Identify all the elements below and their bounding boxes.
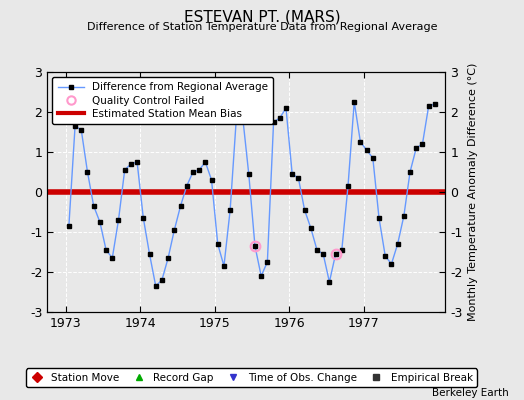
Text: Berkeley Earth: Berkeley Earth: [432, 388, 508, 398]
Legend: Station Move, Record Gap, Time of Obs. Change, Empirical Break: Station Move, Record Gap, Time of Obs. C…: [26, 368, 477, 387]
Legend: Difference from Regional Average, Quality Control Failed, Estimated Station Mean: Difference from Regional Average, Qualit…: [52, 77, 273, 124]
Text: ESTEVAN PT. (MARS): ESTEVAN PT. (MARS): [184, 10, 340, 25]
Y-axis label: Monthly Temperature Anomaly Difference (°C): Monthly Temperature Anomaly Difference (…: [468, 63, 478, 321]
Text: Difference of Station Temperature Data from Regional Average: Difference of Station Temperature Data f…: [87, 22, 437, 32]
